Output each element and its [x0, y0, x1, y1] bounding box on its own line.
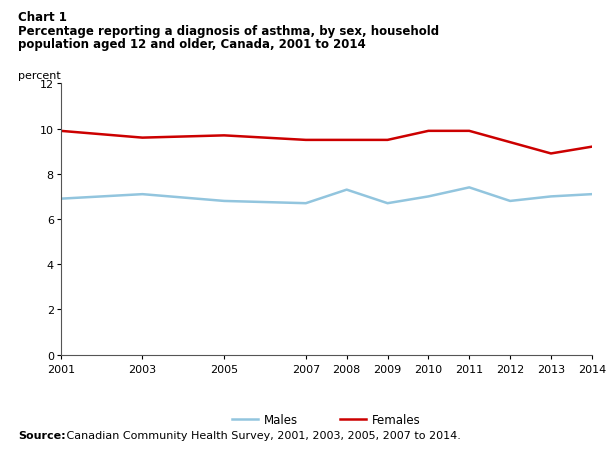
Females [302, 138, 310, 143]
Text: Canadian Community Health Survey, 2001, 2003, 2005, 2007 to 2014.: Canadian Community Health Survey, 2001, … [63, 430, 460, 440]
Females [343, 138, 350, 143]
Females [425, 129, 432, 134]
Text: Source:: Source: [18, 430, 66, 440]
Males [384, 201, 391, 207]
Males [425, 194, 432, 200]
Females [220, 133, 228, 139]
Males [466, 185, 473, 191]
Text: population aged 12 and older, Canada, 2001 to 2014: population aged 12 and older, Canada, 20… [18, 38, 366, 51]
Text: Percentage reporting a diagnosis of asthma, by sex, household: Percentage reporting a diagnosis of asth… [18, 25, 439, 38]
Females [466, 129, 473, 134]
Males [548, 194, 555, 200]
Males [343, 187, 350, 193]
Males [220, 199, 228, 204]
Text: percent: percent [18, 71, 61, 81]
Text: Chart 1: Chart 1 [18, 11, 67, 25]
Line: Females: Females [61, 131, 592, 154]
Males [506, 199, 514, 204]
Females [506, 140, 514, 146]
Line: Males: Males [61, 188, 592, 204]
Females [548, 152, 555, 157]
Females [588, 145, 595, 150]
Males [57, 197, 64, 202]
Females [139, 136, 146, 141]
Males [139, 192, 146, 197]
Males [302, 201, 310, 207]
Females [57, 129, 64, 134]
Legend: Males, Females: Males, Females [228, 408, 425, 430]
Males [588, 192, 595, 197]
Females [384, 138, 391, 143]
